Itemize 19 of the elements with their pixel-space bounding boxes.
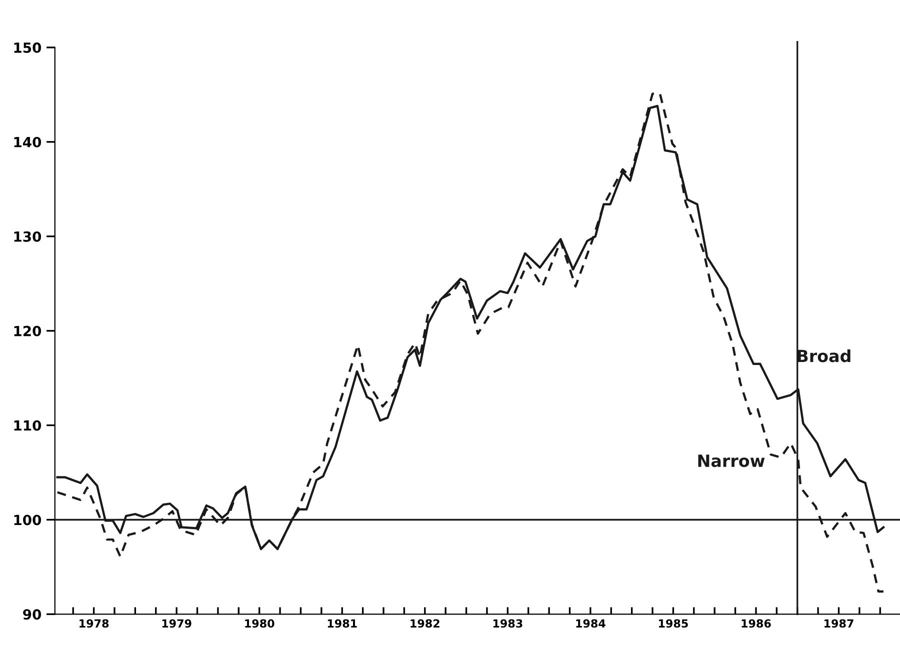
- x-tick-label: 1987: [824, 619, 854, 628]
- x-tick-label: 1981: [328, 619, 357, 628]
- series-label: Narrow: [698, 454, 765, 468]
- series-label: Broad: [798, 349, 850, 362]
- x-tick-label: 1985: [658, 619, 688, 628]
- y-tick-label: 120: [14, 326, 42, 336]
- x-tick-label: 1980: [245, 619, 274, 628]
- y-tick-label: 90: [23, 609, 42, 620]
- y-tick-label: 100: [14, 514, 42, 526]
- x-tick-label: 1984: [576, 619, 606, 628]
- y-tick-label: 110: [14, 420, 42, 431]
- x-tick-label: 1979: [162, 619, 192, 628]
- x-tick-label: 1982: [410, 619, 440, 628]
- x-tick-label: 1986: [742, 619, 771, 628]
- y-tick-label: 140: [14, 136, 42, 148]
- y-tick-label: 130: [14, 231, 42, 242]
- y-tick-label: 150: [14, 42, 42, 53]
- x-tick-label: 1978: [80, 619, 109, 628]
- x-tick-label: 1983: [493, 619, 522, 628]
